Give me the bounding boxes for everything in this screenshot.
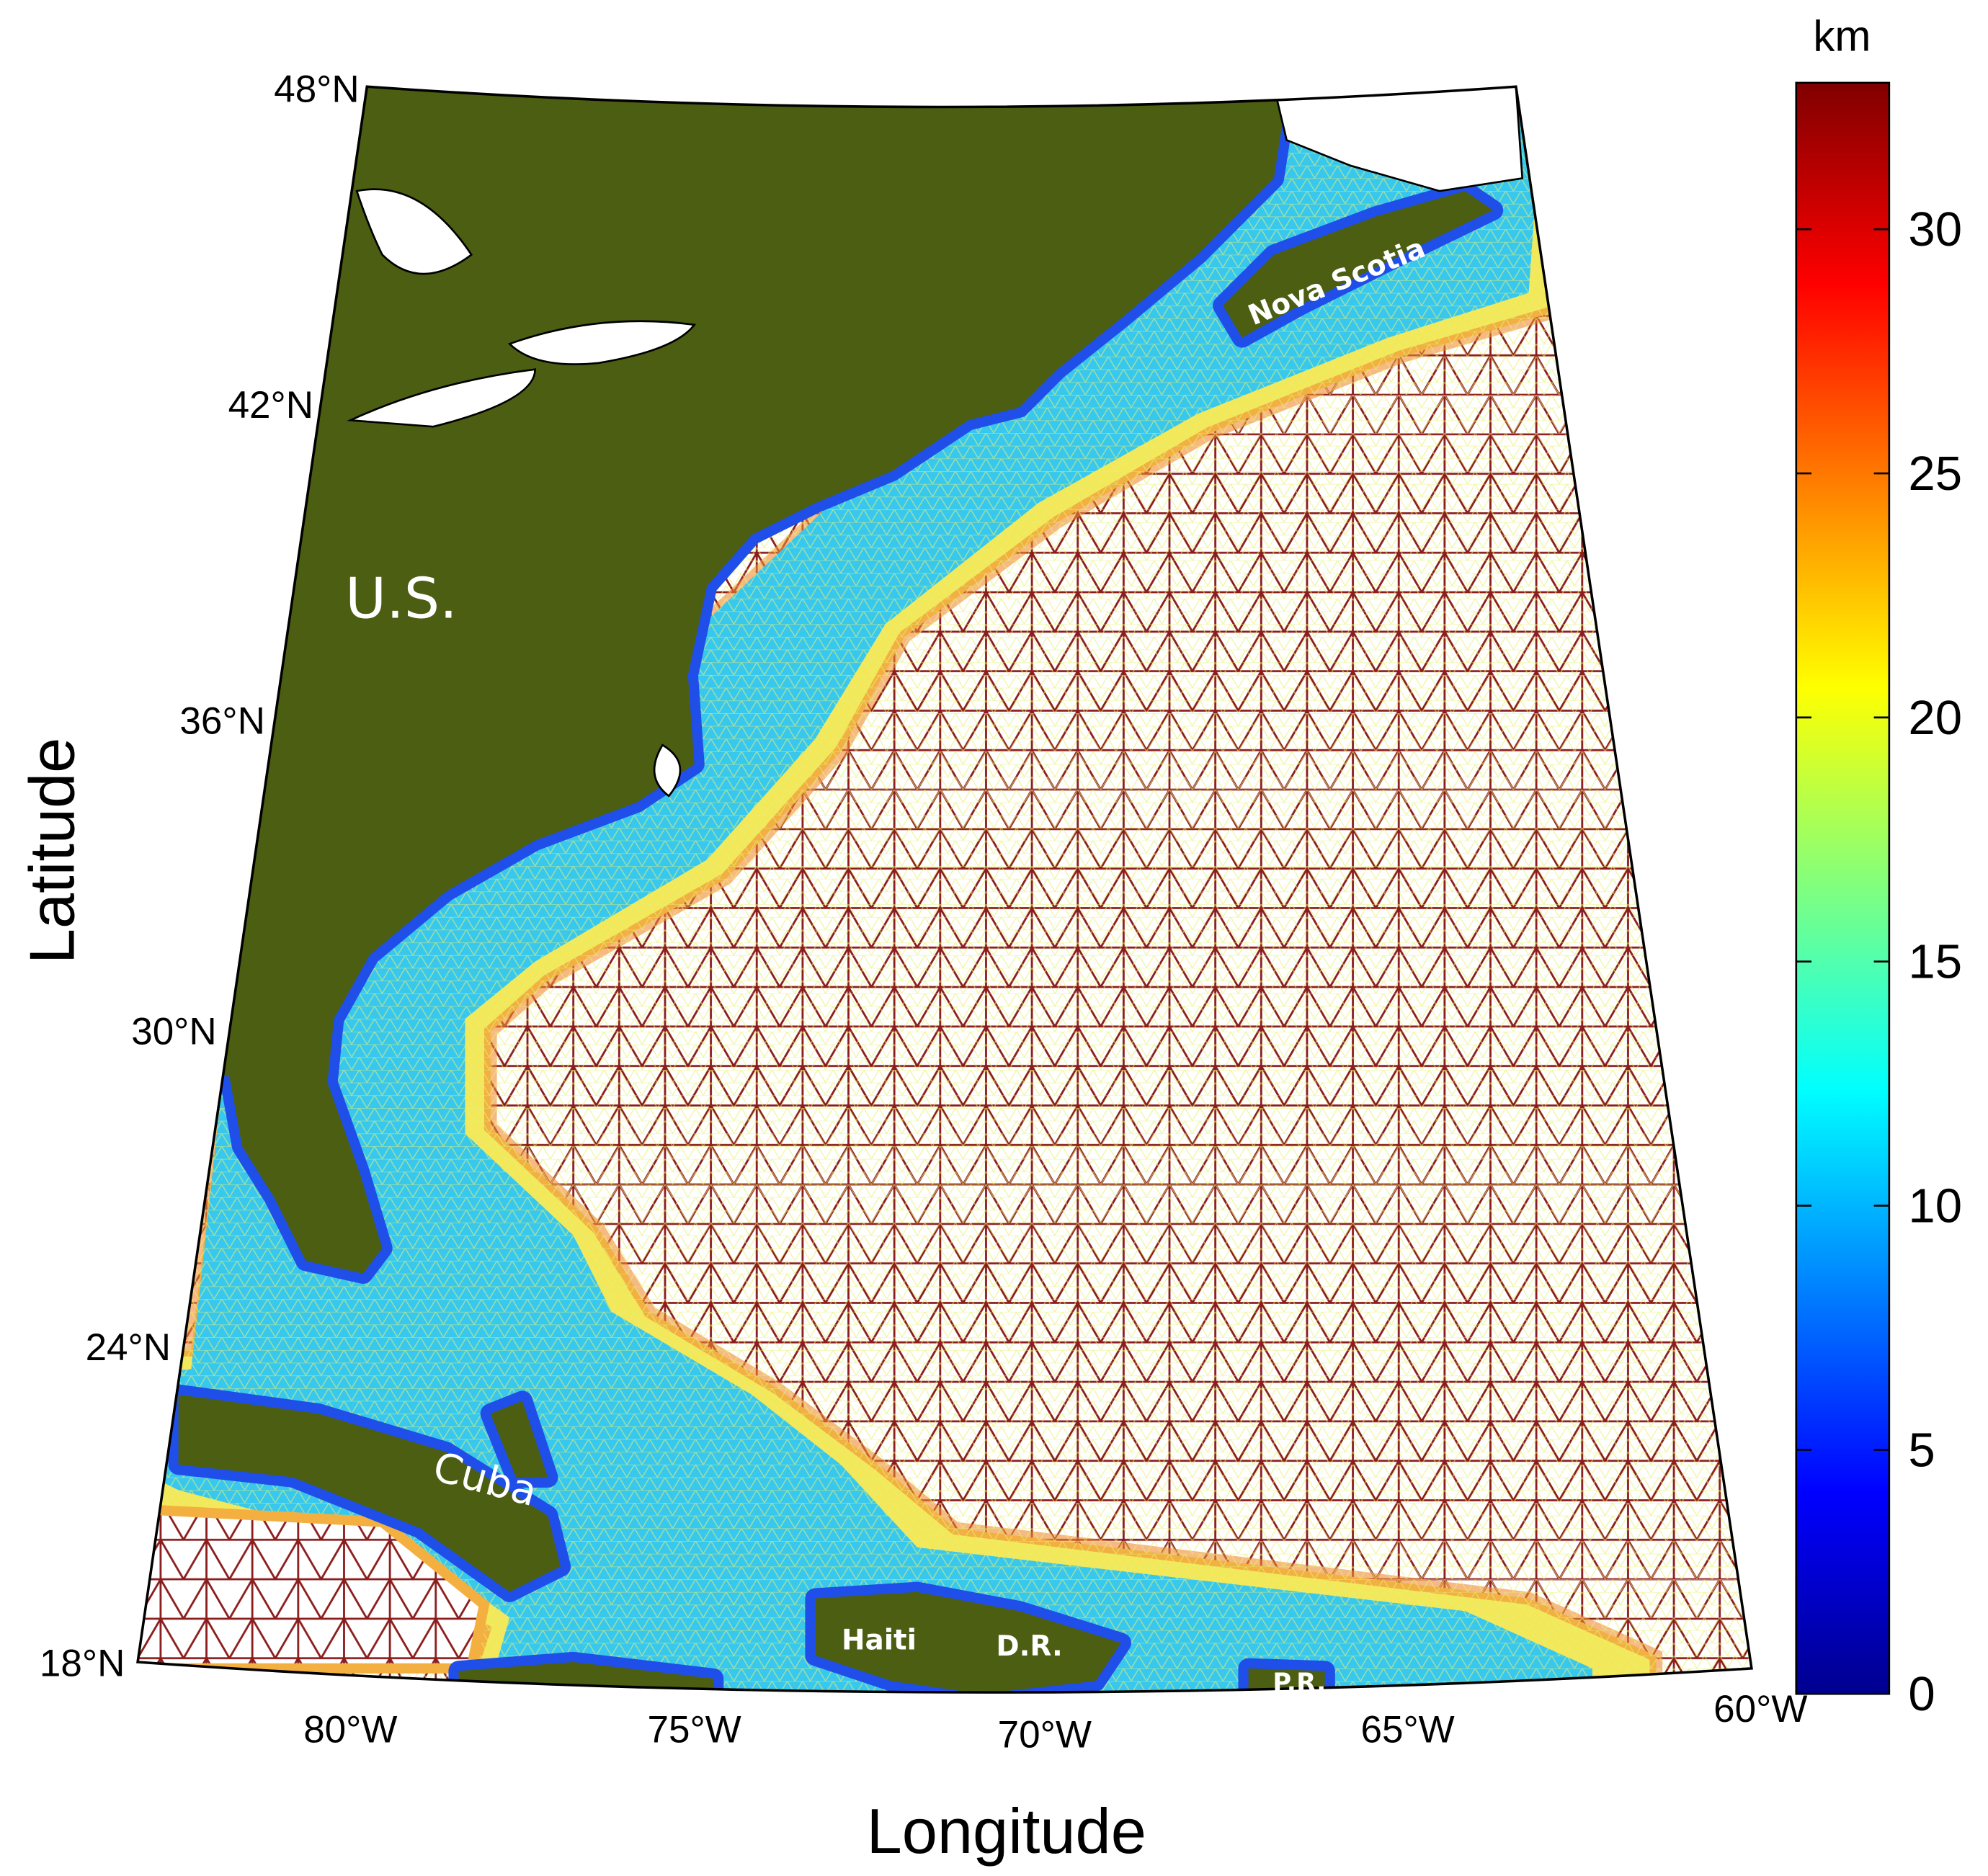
- map-area: [138, 86, 1752, 1693]
- colorbar-tick-label: 5: [1908, 1423, 1935, 1477]
- place-label: P.R.: [1272, 1669, 1326, 1698]
- colorbar-unit: km: [1813, 12, 1871, 61]
- latitude-label: 36°N: [179, 700, 264, 742]
- latitude-label: 42°N: [228, 384, 313, 426]
- colorbar-tick-label: 10: [1908, 1179, 1962, 1233]
- y-axis-label: Latitude: [17, 738, 88, 965]
- place-label: U.S.: [345, 566, 458, 631]
- colorbar-tick-label: 30: [1908, 202, 1962, 256]
- colorbar-tick-label: 0: [1908, 1667, 1935, 1721]
- place-label: D.R.: [996, 1630, 1062, 1663]
- colorbar-tick-label: 20: [1908, 691, 1962, 745]
- latitude-label: 30°N: [131, 1011, 216, 1053]
- longitude-label: 60°W: [1713, 1688, 1807, 1730]
- colorbar: [1795, 81, 1891, 1695]
- longitude-label: 75°W: [648, 1708, 741, 1751]
- longitude-label: 70°W: [998, 1713, 1092, 1756]
- colorbar-tick-label: 25: [1908, 447, 1962, 501]
- latitude-label: 18°N: [40, 1642, 125, 1684]
- lakes: [347, 86, 1524, 798]
- map-frame: [136, 85, 1753, 1694]
- longitude-label: 65°W: [1360, 1708, 1454, 1751]
- latitude-label: 48°N: [274, 68, 359, 110]
- latitude-label: 24°N: [86, 1326, 171, 1369]
- x-axis-label: Longitude: [867, 1795, 1146, 1867]
- place-label: Haiti: [842, 1624, 917, 1656]
- western-caribbean-mesh: [138, 1504, 490, 1674]
- longitude-label: 80°W: [303, 1708, 397, 1751]
- colorbar-tick-label: 15: [1908, 935, 1962, 989]
